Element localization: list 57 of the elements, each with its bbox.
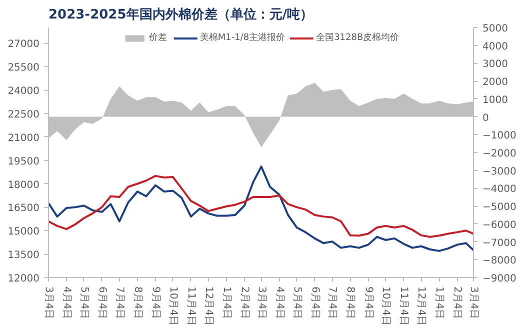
y-tick-label: 18000 bbox=[8, 180, 40, 191]
y2-tick-label: −2000 bbox=[482, 148, 516, 160]
chart-title: 2023-2025年国内外棉价差（单位：元/吨） bbox=[48, 6, 314, 22]
x-tick-label: 2月4日 bbox=[238, 286, 250, 320]
y2-tick-label: −4000 bbox=[482, 184, 516, 196]
x-tick-label: 4月4日 bbox=[274, 286, 285, 320]
y-tick-label: 19500 bbox=[8, 156, 40, 168]
y-tick-label: 27000 bbox=[8, 39, 40, 50]
x-tick-label: 12月4日 bbox=[416, 286, 427, 326]
legend-label: 美棉M1-1/8主港报价 bbox=[200, 32, 286, 44]
x-tick-label: 7月4日 bbox=[114, 286, 125, 320]
y2-tick-label: −7000 bbox=[482, 238, 516, 249]
y-tick-label: 21000 bbox=[8, 132, 40, 144]
y-tick-label: 25500 bbox=[8, 62, 40, 74]
x-tick-label: 6月4日 bbox=[96, 286, 108, 320]
x-tick-label: 3月4日 bbox=[43, 286, 54, 320]
y2-tick-label: −5000 bbox=[482, 202, 516, 214]
x-tick-label: 11月4日 bbox=[185, 286, 196, 326]
x-tick-label: 4月4日 bbox=[61, 286, 72, 320]
x-tick-label: 5月4日 bbox=[78, 286, 90, 320]
x-tick-label: 5月4日 bbox=[291, 286, 302, 320]
y-tick-label: 15000 bbox=[8, 226, 40, 238]
x-tick-label: 11月4日 bbox=[398, 286, 410, 326]
y2-tick-label: 0 bbox=[482, 112, 489, 124]
x-tick-label: 3月4日 bbox=[256, 286, 267, 320]
y2-tick-label: −3000 bbox=[482, 166, 516, 178]
legend-label: 全国3128B皮棉均价 bbox=[316, 32, 400, 44]
x-tick-label: 12月4日 bbox=[202, 286, 214, 326]
x-tick-label: 10月4日 bbox=[380, 286, 392, 326]
y-tick-label: 13500 bbox=[8, 250, 40, 262]
x-tick-label: 8月4日 bbox=[132, 286, 143, 320]
y-tick-label: 24000 bbox=[8, 86, 40, 97]
y2-tick-label: −1000 bbox=[482, 130, 516, 142]
line-series bbox=[48, 166, 474, 252]
x-tick-label: 3月4日 bbox=[468, 286, 479, 320]
line-series bbox=[48, 174, 474, 238]
x-tick-label: 9月4日 bbox=[150, 286, 161, 320]
x-tick-label: 1月4日 bbox=[220, 286, 232, 320]
y-tick-label: 12000 bbox=[8, 274, 40, 284]
y2-tick-label: 1000 bbox=[482, 94, 508, 106]
y2-tick-label: −8000 bbox=[482, 256, 516, 267]
y2-tick-label: 2000 bbox=[482, 77, 508, 88]
x-tick-label: 6月4日 bbox=[309, 286, 320, 320]
x-tick-label: 8月4日 bbox=[344, 286, 356, 320]
y-tick-label: 16500 bbox=[8, 203, 40, 214]
y2-tick-label: 4000 bbox=[482, 41, 508, 52]
y2-tick-label: 5000 bbox=[482, 24, 508, 34]
y2-tick-label: −9000 bbox=[482, 274, 516, 284]
x-tick-label: 9月4日 bbox=[362, 286, 374, 320]
x-tick-label: 10月4日 bbox=[167, 286, 178, 326]
x-tick-label: 7月4日 bbox=[326, 286, 338, 320]
legend-label: 价差 bbox=[148, 32, 168, 44]
y-tick-label: 22500 bbox=[8, 109, 40, 120]
x-tick-label: 1月4日 bbox=[434, 286, 445, 320]
x-tick-label: 2月4日 bbox=[452, 286, 463, 320]
y2-tick-label: −6000 bbox=[482, 220, 516, 231]
y2-tick-label: 3000 bbox=[482, 59, 508, 70]
